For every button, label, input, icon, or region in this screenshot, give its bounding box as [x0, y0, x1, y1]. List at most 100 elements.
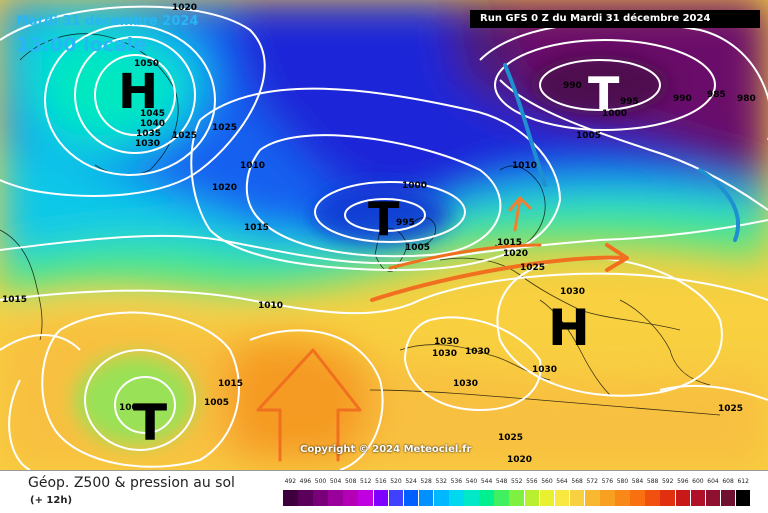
- scale-tick-label: 532: [435, 478, 447, 485]
- isobar-label: 1030: [465, 347, 490, 357]
- pressure-center-letter: T: [588, 67, 620, 121]
- scale-tick-label: 508: [344, 478, 357, 485]
- scale-tick-label: 576: [601, 478, 614, 485]
- scale-swatch: [615, 490, 630, 506]
- scale-tick-label: 556: [526, 478, 538, 485]
- isobar-label: 1010: [512, 161, 537, 171]
- isobar-label: 1040: [140, 119, 165, 129]
- isobar-label: 1025: [172, 131, 197, 141]
- scale-tick-label: 536: [450, 478, 463, 485]
- scale-swatch: [283, 490, 298, 506]
- isobar-label: 1020: [507, 455, 532, 465]
- isobar-label: 1015: [244, 223, 269, 233]
- scale-swatch: [328, 490, 343, 506]
- pressure-center-letter: H: [118, 64, 158, 120]
- scale-swatch: [479, 490, 494, 506]
- isobar-label: 1005: [576, 131, 601, 141]
- pressure-center-letter: H: [548, 299, 590, 357]
- isobar-label: 1030: [560, 287, 585, 297]
- isobar-label: 1045: [140, 109, 165, 119]
- scale-swatch: [539, 490, 555, 506]
- scale-tick-label: 564: [556, 478, 568, 485]
- scale-tick-label: 496: [299, 478, 312, 485]
- scale-swatch: [494, 490, 509, 506]
- scale-swatch: [720, 490, 736, 506]
- scale-swatch: [358, 490, 374, 506]
- scale-swatch: [343, 490, 358, 506]
- scale-tick-label: 504: [329, 478, 342, 485]
- scale-tick-label: 560: [541, 478, 553, 485]
- pressure-center-letter: T: [368, 192, 400, 246]
- scale-tick-label: 568: [571, 478, 583, 485]
- isobar-label: 1020: [503, 249, 528, 259]
- isobar-label: 1020: [172, 3, 197, 13]
- scale-swatch: [403, 490, 419, 506]
- scale-tick-label: 612: [737, 478, 749, 485]
- scale-swatch: [584, 490, 600, 506]
- isobar-label: 1025: [718, 404, 743, 414]
- scale-swatch: [464, 490, 479, 506]
- scale-tick-label: 588: [646, 478, 659, 485]
- forecast-offset: (+ 12h): [30, 495, 73, 506]
- scale-tick-label: 580: [616, 478, 629, 485]
- pressure-center-letter: T: [133, 394, 167, 452]
- scale-swatch: [705, 490, 721, 506]
- copyright: Copyright © 2024 Meteociel.fr: [300, 444, 472, 455]
- scale-tick-label: 604: [707, 478, 719, 485]
- forecast-date: Mardi 31 décembre 2024: [16, 14, 199, 29]
- isobar-label: 1030: [432, 349, 457, 359]
- isobar-label: 1005: [204, 398, 229, 408]
- scale-swatch: [630, 490, 645, 506]
- scale-swatch: [509, 490, 525, 506]
- isobar-label: 985: [707, 90, 726, 100]
- scale-swatch: [690, 490, 706, 506]
- scale-tick-label: 600: [692, 478, 704, 485]
- scale-tick-label: 516: [375, 478, 387, 485]
- isobars: [0, 5, 768, 470]
- scale-swatch: [735, 490, 751, 506]
- scale-swatch: [388, 490, 404, 506]
- scale-tick-label: 592: [661, 478, 674, 485]
- scale-swatch: [313, 490, 328, 506]
- scale-tick-label: 540: [465, 478, 478, 485]
- isobar-label: 1035: [136, 129, 161, 139]
- scale-swatch: [645, 490, 660, 506]
- isobar-label: 995: [620, 97, 639, 107]
- isobar-label: 1025: [212, 123, 237, 133]
- scale-tick-label: 524: [405, 478, 417, 485]
- scale-swatch: [569, 490, 585, 506]
- isobar-label: 1030: [532, 365, 557, 375]
- run-info: Run GFS 0 Z du Mardi 31 décembre 2024: [470, 10, 760, 28]
- scale-tick-label: 596: [677, 478, 689, 485]
- isobar-label: 1000: [402, 181, 427, 191]
- scale-tick-label: 608: [722, 478, 734, 485]
- isobar-labels: 1020 1050 1045 1040 1035 1030 1025 1025 …: [2, 3, 756, 465]
- pressure-centers: H T T H T: [118, 64, 620, 452]
- scale-swatch: [524, 490, 540, 506]
- isobar-label: 1025: [520, 263, 545, 273]
- isobar-label: 980: [737, 94, 756, 104]
- isobar-label: 1030: [434, 337, 459, 347]
- isobar-label: 1015: [218, 379, 243, 389]
- scale-swatch: [600, 490, 615, 506]
- isobar-label: 1050: [134, 59, 159, 69]
- scale-swatch: [298, 490, 313, 506]
- scale-swatch: [554, 490, 570, 506]
- scale-tick-label: 552: [511, 478, 523, 485]
- scale-tick-label: 548: [495, 478, 508, 485]
- scale-swatch: [449, 490, 464, 506]
- scale-tick-label: 512: [360, 478, 372, 485]
- isobar-label: 1000: [602, 109, 627, 119]
- geopotential-field: [0, 0, 768, 470]
- isobar-label: 1005: [405, 243, 430, 253]
- scale-tick-label: 492: [284, 478, 297, 485]
- isobar-label: 1015: [497, 238, 522, 248]
- flow-arrows: [256, 63, 741, 462]
- scale-tick-label: 584: [631, 478, 644, 485]
- isobar-label: 1025: [498, 433, 523, 443]
- scale-swatch: [418, 490, 434, 506]
- scale-tick-label: 572: [586, 478, 598, 485]
- scale-swatch: [660, 490, 675, 506]
- isobar-label: 1030: [135, 139, 160, 149]
